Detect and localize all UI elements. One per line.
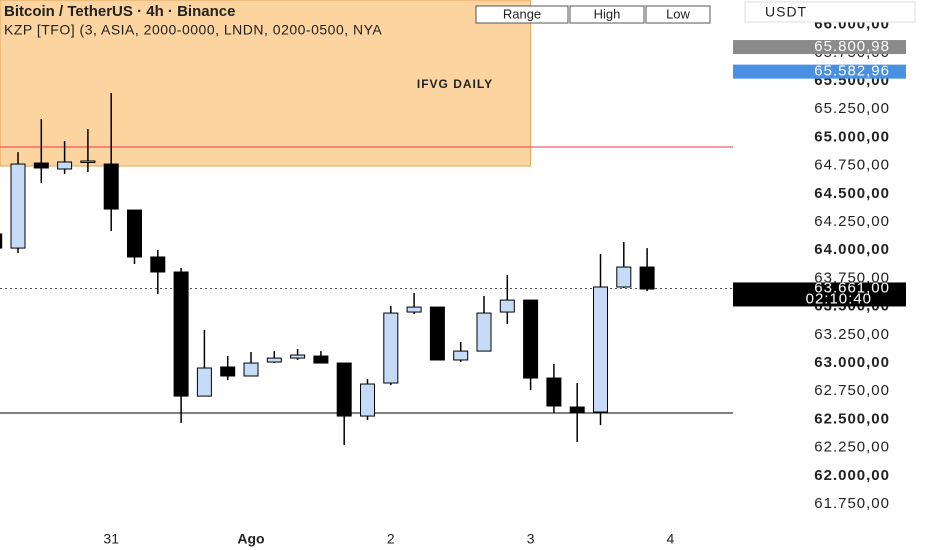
chart-subtitle: KZP [TFO] (3, ASIA, 2000-0000, LNDN, 020… [4,22,382,38]
candle-body [499,299,515,313]
price-badge-label: 65.582,96 [814,63,890,80]
candle-body [103,163,119,210]
candle-body [453,350,469,361]
candle-body [266,357,282,363]
candle-body [0,233,3,249]
x-tick-label: Ago [237,531,264,547]
toolbar-button-label[interactable]: Low [666,6,690,21]
candle-body [150,256,166,273]
candle-body [57,161,73,170]
candle-body [290,354,306,359]
y-tick-label: 64.500,00 [814,185,890,202]
y-tick-label: 62.500,00 [814,410,890,427]
candle-body [33,162,49,169]
chart-title: Bitcoin / TetherUS · 4h · Binance [4,3,235,20]
toolbar-button-label[interactable]: Range [503,6,541,21]
y-tick-label: 62.250,00 [814,439,890,456]
toolbar-button[interactable] [475,5,569,24]
currency-label: USDT [765,4,807,20]
candle-body [476,312,492,352]
candle-body [196,367,212,397]
candle-body [639,266,655,290]
candle-body [569,406,585,413]
toolbar-button[interactable] [645,5,711,24]
candle-body [173,271,189,397]
candle-body [10,163,26,249]
current-price-badge [733,282,906,307]
candle-body [336,362,352,417]
y-tick-label: 63.000,00 [814,354,890,371]
y-tick-label: 61.750,00 [814,495,890,512]
candle-body [220,366,236,377]
y-tick-label: 62.750,00 [814,382,890,399]
candle-body [80,160,96,163]
y-tick-label: 64.000,00 [814,241,890,258]
candle-body [616,266,632,288]
y-tick-label: 65.000,00 [814,128,890,145]
candle-body [383,312,399,384]
toolbar-button-label[interactable]: High [594,6,621,21]
price-badge-label: 65.800,98 [814,38,890,55]
y-tick-label: 64.750,00 [814,157,890,174]
price-badge [733,64,906,79]
x-tick-label: 2 [387,531,395,547]
x-tick-label: 3 [527,531,535,547]
toolbar-button[interactable] [569,5,645,24]
zone-label: IFVG DAILY [417,77,493,91]
y-tick-label: 65.250,00 [814,100,890,117]
candle-body [127,209,142,258]
countdown: 02:10:40 [806,290,872,307]
y-tick-label: 64.250,00 [814,213,890,230]
y-tick-label: 63.750,00 [814,269,890,286]
candle-body [523,299,539,379]
currency-box [744,1,916,23]
x-tick-label: 4 [667,531,675,547]
candle-body [360,383,375,417]
x-tick-label: 31 [103,531,119,547]
candle-body [429,306,445,361]
y-tick-label: 63.250,00 [814,326,890,343]
candle-body [313,355,329,364]
current-price-label: 63.661,00 [814,279,890,296]
candle-body [593,286,608,413]
price-badge [733,40,906,55]
candle-body [546,377,562,407]
candle-body [243,362,259,377]
candle-body [406,306,422,313]
y-tick-label: 62.000,00 [814,467,890,484]
